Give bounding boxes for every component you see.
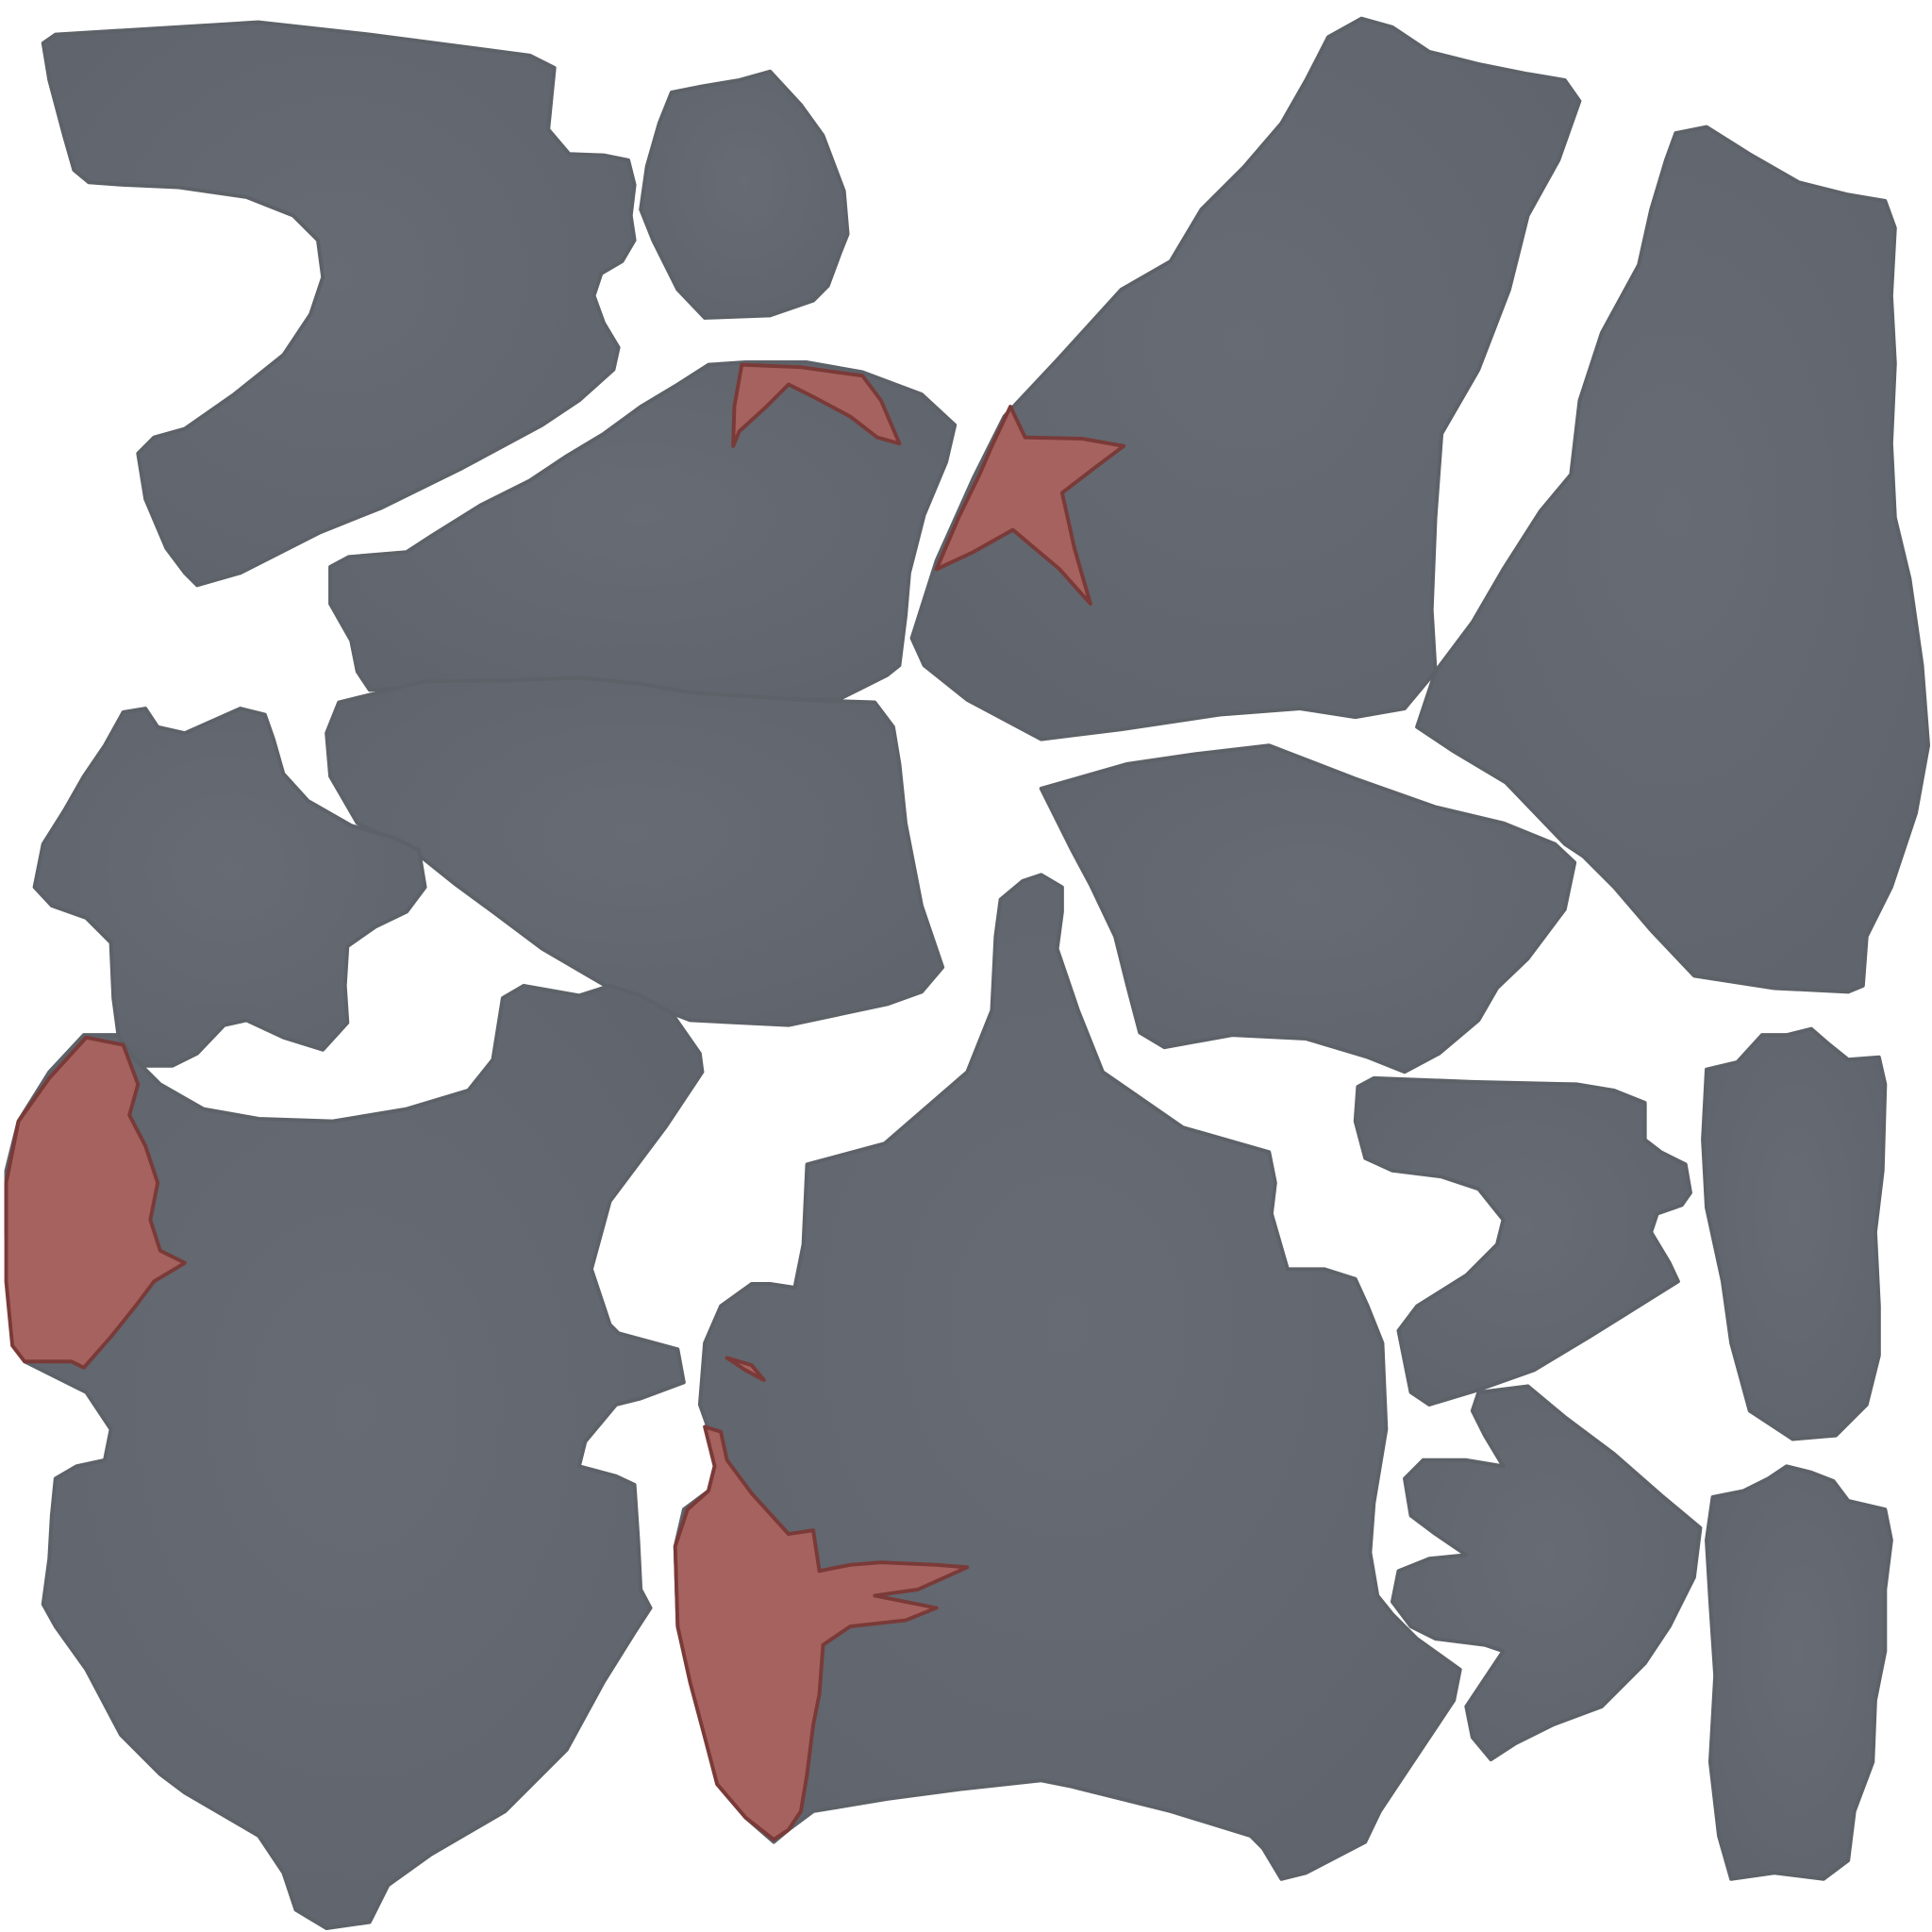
uv-texture-atlas — [0, 0, 1932, 1932]
